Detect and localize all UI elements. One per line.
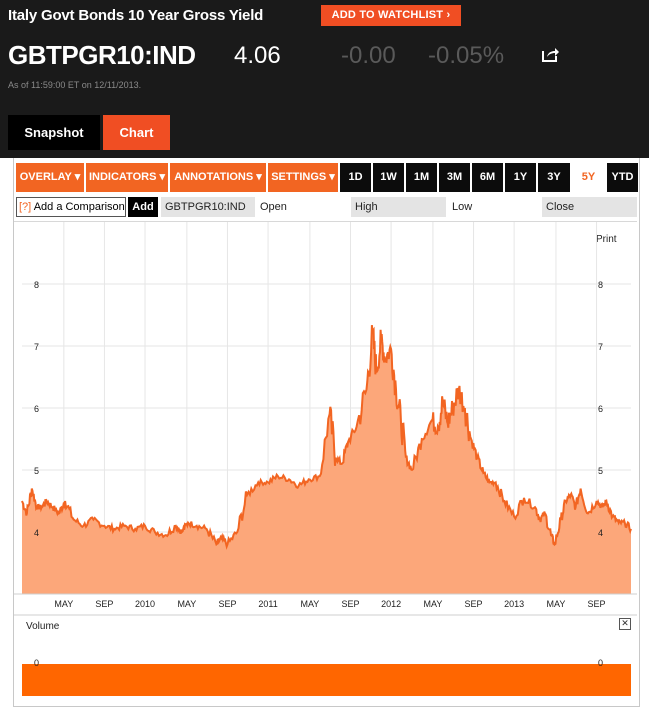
- yield-area: [22, 325, 631, 594]
- range-1w[interactable]: 1W: [373, 163, 404, 192]
- x-tick-label: MAY: [54, 599, 73, 609]
- x-tick-label: 2013: [504, 599, 524, 609]
- print-link[interactable]: Print: [596, 234, 617, 245]
- low-field: Low: [452, 201, 473, 213]
- volume-tick-right: 0: [598, 658, 603, 668]
- y-tick-label-left: 4: [34, 528, 39, 538]
- comparison-input[interactable]: [?] Add a Comparison: [16, 197, 126, 217]
- change-value: -0.00: [341, 42, 396, 69]
- y-tick-label-right: 4: [598, 528, 603, 538]
- symbol-field: GBTPGR10:IND: [161, 197, 255, 217]
- y-tick-label-left: 8: [34, 280, 39, 290]
- x-tick-label: 2012: [381, 599, 401, 609]
- price-value: 4.06: [234, 42, 281, 69]
- watchlist-label: ADD TO WATCHLIST: [331, 9, 444, 21]
- timestamp: As of 11:59:00 ET on 12/11/2013.: [8, 80, 142, 90]
- add-to-watchlist-button[interactable]: ADD TO WATCHLIST ›: [321, 5, 461, 26]
- range-6m[interactable]: 6M: [472, 163, 503, 192]
- y-tick-label-right: 5: [598, 466, 603, 476]
- range-5y[interactable]: 5Y: [572, 163, 605, 192]
- x-tick-label: SEP: [588, 599, 606, 609]
- y-tick-label-right: 8: [598, 280, 603, 290]
- x-tick-label: 2010: [135, 599, 155, 609]
- share-icon[interactable]: [542, 46, 560, 62]
- y-tick-label-left: 6: [34, 404, 39, 414]
- volume-label: Volume: [26, 621, 60, 632]
- x-tick-label: SEP: [341, 599, 359, 609]
- y-tick-label-left: 7: [34, 342, 39, 352]
- volume-tick-left: 0: [34, 658, 39, 668]
- range-3m[interactable]: 3M: [439, 163, 470, 192]
- x-tick-label: SEP: [465, 599, 483, 609]
- x-tick-label: MAY: [177, 599, 196, 609]
- add-comparison-button[interactable]: Add: [128, 197, 158, 217]
- range-1m[interactable]: 1M: [406, 163, 437, 192]
- open-field: Open: [260, 201, 287, 213]
- change-percent: -0.05%: [428, 42, 505, 69]
- range-3y[interactable]: 3Y: [538, 163, 570, 192]
- indicators-menu[interactable]: INDICATORS ▾: [86, 163, 168, 192]
- range-1d[interactable]: 1D: [340, 163, 371, 192]
- close-field: Close: [542, 197, 637, 217]
- overlay-menu[interactable]: OVERLAY ▾: [16, 163, 84, 192]
- yield-line: [21, 325, 632, 550]
- chevron-right-icon: ›: [446, 9, 451, 21]
- x-tick-label: SEP: [218, 599, 236, 609]
- tab-chart[interactable]: Chart: [103, 115, 170, 150]
- volume-bar: [22, 664, 631, 696]
- range-ytd[interactable]: YTD: [607, 163, 638, 192]
- annotations-menu[interactable]: ANNOTATIONS ▾: [170, 163, 266, 192]
- ticker-symbol: GBTPGR10:IND: [8, 40, 196, 70]
- x-tick-label: MAY: [423, 599, 442, 609]
- y-tick-label-right: 6: [598, 404, 603, 414]
- comparison-placeholder: Add a Comparison: [33, 201, 125, 213]
- x-tick-label: SEP: [95, 599, 113, 609]
- high-field: High: [351, 197, 446, 217]
- page-title: Italy Govt Bonds 10 Year Gross Yield: [8, 7, 264, 24]
- divider: [14, 221, 637, 222]
- range-1y[interactable]: 1Y: [505, 163, 536, 192]
- x-tick-label: MAY: [547, 599, 566, 609]
- x-tick-label: MAY: [300, 599, 319, 609]
- settings-menu[interactable]: SETTINGS ▾: [268, 163, 338, 192]
- close-icon[interactable]: ✕: [619, 618, 631, 630]
- tab-snapshot[interactable]: Snapshot: [8, 115, 100, 150]
- chart-panel: [13, 158, 640, 707]
- y-tick-label-left: 5: [34, 466, 39, 476]
- help-icon[interactable]: [?]: [19, 201, 32, 213]
- y-tick-label-right: 7: [598, 342, 603, 352]
- x-tick-label: 2011: [258, 599, 277, 609]
